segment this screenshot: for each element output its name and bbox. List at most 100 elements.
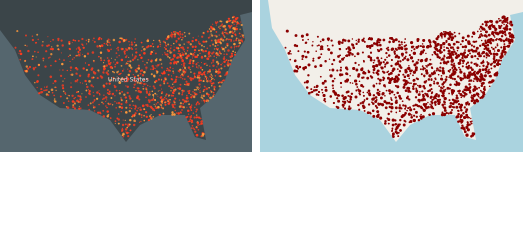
point (181, 73, 183, 76)
point (127, 78, 130, 81)
point (349, 98, 352, 101)
point (312, 57, 315, 60)
point (312, 41, 314, 43)
point (92, 70, 95, 73)
point (179, 75, 182, 77)
point (333, 91, 337, 95)
point (357, 73, 361, 76)
point (354, 95, 358, 99)
point (122, 119, 124, 121)
point (74, 39, 77, 42)
point (67, 94, 69, 97)
point (327, 48, 330, 51)
point (377, 102, 381, 106)
point (177, 37, 180, 40)
point (26, 67, 30, 70)
point (195, 108, 198, 111)
point (215, 70, 218, 73)
point (18, 52, 20, 54)
point (438, 69, 442, 72)
point (453, 50, 456, 53)
point (124, 119, 126, 122)
point (443, 32, 447, 36)
point (430, 88, 433, 91)
point (421, 98, 425, 102)
point (125, 100, 128, 102)
point (179, 30, 181, 33)
point (381, 92, 385, 95)
point (469, 71, 472, 74)
point (226, 42, 229, 46)
point (290, 53, 292, 55)
point (399, 66, 403, 69)
point (486, 61, 489, 63)
point (108, 103, 110, 106)
point (178, 92, 181, 95)
point (441, 51, 443, 54)
point (190, 109, 193, 112)
point (455, 96, 459, 100)
point (381, 103, 385, 107)
point (410, 45, 414, 49)
point (463, 128, 466, 131)
point (50, 64, 52, 67)
point (109, 39, 111, 41)
point (399, 119, 402, 122)
point (186, 41, 188, 43)
point (459, 120, 461, 123)
point (202, 40, 205, 43)
point (185, 56, 187, 59)
point (209, 30, 213, 33)
point (510, 39, 514, 43)
point (447, 112, 450, 115)
point (183, 51, 185, 53)
point (202, 80, 205, 83)
point (145, 104, 147, 106)
point (144, 111, 148, 114)
point (460, 109, 463, 112)
point (410, 82, 412, 84)
point (18, 49, 22, 53)
point (503, 17, 507, 21)
point (185, 83, 188, 86)
point (372, 102, 375, 105)
point (62, 90, 65, 93)
point (106, 73, 110, 76)
point (68, 42, 71, 45)
point (156, 70, 159, 74)
point (396, 77, 400, 81)
point (149, 52, 153, 56)
point (120, 103, 123, 106)
point (131, 58, 135, 62)
point (403, 41, 406, 44)
point (190, 53, 193, 56)
point (205, 78, 208, 80)
point (209, 44, 212, 47)
point (110, 48, 112, 51)
point (215, 24, 217, 26)
point (206, 99, 210, 102)
point (173, 100, 175, 103)
point (200, 44, 203, 47)
point (130, 66, 133, 69)
point (189, 62, 191, 65)
point (127, 123, 129, 125)
point (41, 91, 44, 93)
point (109, 103, 112, 105)
point (116, 48, 118, 50)
point (125, 101, 128, 104)
point (495, 59, 498, 62)
point (446, 60, 450, 64)
point (340, 66, 342, 69)
point (97, 38, 100, 41)
point (181, 109, 183, 111)
point (103, 97, 105, 100)
point (127, 68, 129, 70)
point (219, 27, 221, 30)
point (200, 122, 203, 125)
point (227, 49, 230, 52)
point (477, 52, 481, 56)
point (499, 38, 503, 42)
point (383, 77, 386, 80)
point (454, 100, 458, 104)
